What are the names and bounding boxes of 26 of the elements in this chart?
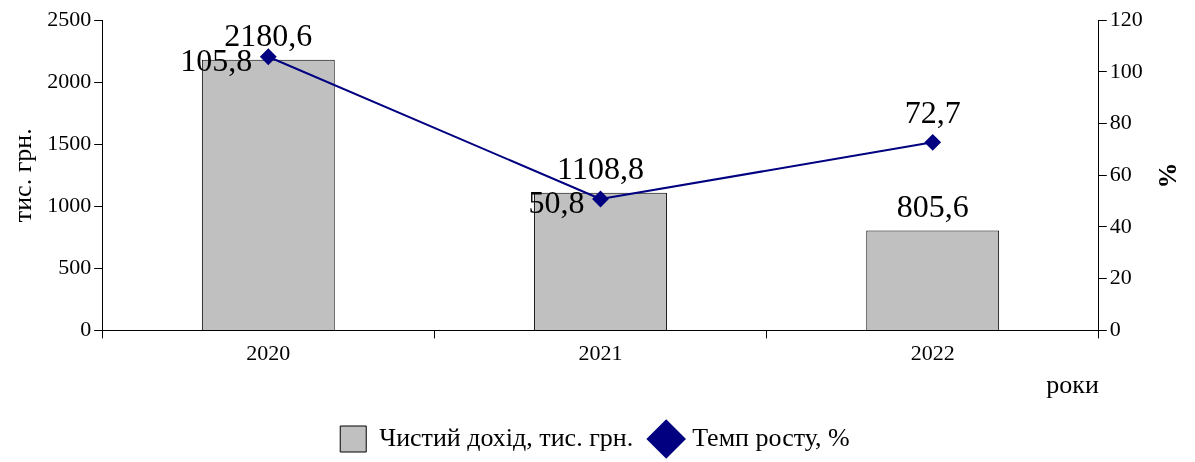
y2-tick-label: 120 bbox=[1109, 5, 1143, 31]
legend-label: Чистий дохід, тис. грн. bbox=[379, 422, 634, 452]
y-tick-label: 500 bbox=[58, 254, 92, 280]
legend-label: Темп росту, % bbox=[692, 422, 850, 452]
x-tick-label: 2022 bbox=[910, 340, 955, 366]
y-tick-label: 2000 bbox=[47, 67, 92, 93]
data-label: 805,6 bbox=[896, 187, 969, 224]
y2-tick-label: 20 bbox=[1109, 264, 1132, 290]
x-tick-label: 2021 bbox=[578, 340, 623, 366]
point bbox=[924, 134, 941, 151]
y-axis-title: тис. грн. bbox=[8, 128, 38, 223]
x-axis-title: роки bbox=[1046, 370, 1099, 400]
data-label: 72,7 bbox=[904, 93, 961, 130]
y-tick-label: 1500 bbox=[47, 129, 92, 155]
y2-tick-label: 80 bbox=[1109, 109, 1132, 135]
y-tick-label: 0 bbox=[80, 316, 92, 342]
y2-tick-label: 0 bbox=[1109, 316, 1121, 342]
y2-tick-label: 40 bbox=[1109, 212, 1132, 238]
y-tick-label: 2500 bbox=[47, 5, 92, 31]
y2-axis-title: % bbox=[1152, 162, 1182, 189]
y2-tick-label: 100 bbox=[1109, 57, 1143, 83]
y2-tick-label: 60 bbox=[1109, 160, 1132, 186]
y-tick-label: 1000 bbox=[47, 192, 92, 218]
point bbox=[592, 191, 609, 207]
data-label: 1108,8 bbox=[557, 150, 644, 187]
x-tick-label: 2020 bbox=[246, 340, 291, 366]
